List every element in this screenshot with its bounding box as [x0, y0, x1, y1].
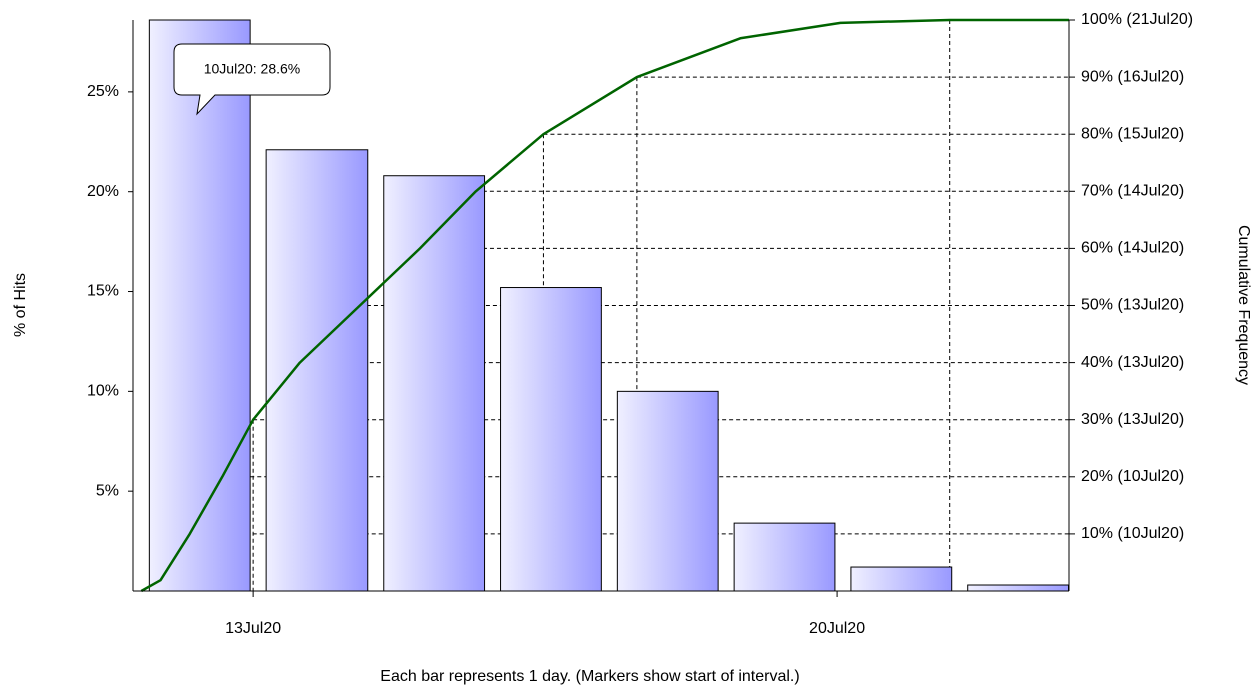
- bar: [500, 287, 602, 592]
- bar: [967, 584, 1070, 592]
- bar: [733, 522, 836, 592]
- bar: [148, 19, 251, 592]
- y2-tick-label: 100% (21Jul20): [1081, 11, 1193, 28]
- y2-tick-label: 90% (16Jul20): [1081, 68, 1184, 85]
- annotation: 10Jul20: 28.6%: [204, 61, 301, 77]
- y-tick-label: 25%: [87, 83, 119, 100]
- x-tick-label: 13Jul20: [225, 620, 281, 637]
- overlay: 10% (10Jul20) 20% (10Jul20) 30% (13Jul20) 4…: [87, 11, 1193, 637]
- y-tick-label: 5%: [96, 482, 119, 499]
- y2-tick-label: 80% (15Jul20): [1081, 125, 1184, 142]
- y-axis-label: % of Hits: [12, 273, 29, 337]
- y2-tick-label: 10% (10Jul20): [1081, 525, 1184, 542]
- bar: [616, 390, 719, 592]
- bar: [383, 175, 486, 592]
- y2-axis-label: Cumulative Frequency: [1235, 225, 1252, 385]
- x-axis-label: Each bar represents 1 day. (Markers show…: [380, 668, 799, 685]
- annotation-box: [173, 43, 331, 116]
- y2-tick-label: 50% (13Jul20): [1081, 297, 1184, 314]
- y2-tick-label: 30% (13Jul20): [1081, 411, 1184, 428]
- y-tick-label: 20%: [87, 183, 119, 200]
- x-tick-label: 20Jul20: [809, 620, 865, 637]
- y2-tick-label: 70% (14Jul20): [1081, 183, 1184, 200]
- cumulative-line: [140, 18, 1069, 593]
- y-tick-label: 15%: [87, 283, 119, 300]
- bars: [148, 19, 1070, 592]
- bar: [850, 566, 953, 592]
- y2-tick-label: 60% (14Jul20): [1081, 240, 1184, 257]
- y-tick-label: 10%: [87, 383, 119, 400]
- bar: [265, 149, 369, 592]
- y2-tick-label: 20% (10Jul20): [1081, 468, 1184, 485]
- y2-tick-label: 40% (13Jul20): [1081, 354, 1184, 371]
